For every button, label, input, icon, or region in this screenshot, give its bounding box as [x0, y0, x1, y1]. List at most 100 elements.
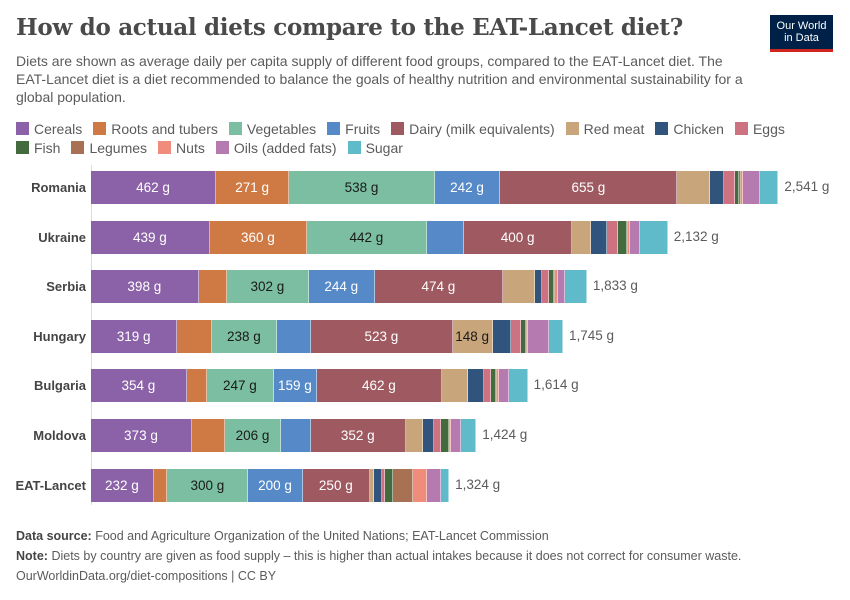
- bar-segment[interactable]: [677, 171, 711, 204]
- bar-segment[interactable]: [548, 319, 564, 353]
- bar-segment[interactable]: 238 g: [212, 319, 277, 353]
- bar-segment[interactable]: [735, 171, 740, 204]
- bar-segment[interactable]: [433, 419, 441, 452]
- bar-segment[interactable]: [276, 319, 312, 353]
- legend-item[interactable]: Sugar: [347, 138, 403, 157]
- bar-segment[interactable]: [741, 171, 743, 204]
- bar-segment[interactable]: [527, 319, 529, 353]
- bar-segment[interactable]: 319 g: [91, 319, 178, 353]
- bar-segment[interactable]: 200 g: [248, 468, 303, 502]
- bar-segment[interactable]: [555, 270, 558, 304]
- bar-segment[interactable]: [629, 220, 640, 254]
- bar-segment[interactable]: [440, 419, 450, 452]
- bar-segment[interactable]: 242 g: [434, 171, 501, 204]
- bar-segment[interactable]: 354 g: [91, 369, 187, 403]
- bar-segment[interactable]: 398 g: [91, 270, 199, 304]
- bar-segment[interactable]: 538 g: [289, 171, 435, 204]
- credit-link[interactable]: OurWorldinData.org/diet-compositions | C…: [16, 569, 277, 583]
- bar-segment[interactable]: [618, 220, 627, 254]
- bar-segment[interactable]: 523 g: [311, 319, 453, 353]
- bar-segment[interactable]: [742, 171, 760, 204]
- bar-segment[interactable]: 159 g: [273, 369, 317, 403]
- bar-segment[interactable]: [381, 468, 386, 502]
- bar-segment[interactable]: [491, 369, 496, 403]
- bar-segment[interactable]: 247 g: [207, 369, 274, 403]
- legend-item[interactable]: Cereals: [16, 119, 82, 138]
- bar-segment[interactable]: 474 g: [374, 270, 503, 304]
- bar-segment[interactable]: 462 g: [91, 171, 216, 204]
- bar-segment[interactable]: [450, 419, 452, 452]
- bar-segment[interactable]: [590, 220, 608, 254]
- bar-segment[interactable]: [557, 270, 566, 304]
- bar-segment[interactable]: [495, 369, 497, 403]
- bar-segment[interactable]: [468, 369, 485, 403]
- bar-segment[interactable]: [280, 419, 311, 452]
- legend-item[interactable]: Oils (added fats): [215, 138, 337, 157]
- bar-segment[interactable]: [724, 171, 736, 204]
- bar-segment[interactable]: [626, 220, 628, 254]
- bar-segment[interactable]: [441, 468, 450, 502]
- bar-segment[interactable]: 206 g: [225, 419, 281, 452]
- bar-segment[interactable]: [484, 369, 492, 403]
- bar-segment[interactable]: [553, 270, 556, 304]
- bar-segment[interactable]: [607, 220, 619, 254]
- bar-segment[interactable]: [739, 171, 741, 204]
- bar-segment[interactable]: 232 g: [91, 468, 154, 502]
- legend-item[interactable]: Fruits: [327, 119, 380, 138]
- bar-segment[interactable]: 271 g: [215, 171, 290, 204]
- bar-segment[interactable]: [392, 468, 414, 502]
- bar-segment[interactable]: [497, 369, 499, 403]
- bar-segment[interactable]: [422, 419, 434, 452]
- bar-segment[interactable]: [710, 171, 725, 204]
- bar-segment[interactable]: 442 g: [307, 220, 427, 254]
- bar-segment[interactable]: [627, 220, 630, 254]
- bar-segment[interactable]: [370, 468, 374, 502]
- bar-segment[interactable]: [449, 419, 451, 452]
- bar-segment[interactable]: 352 g: [310, 419, 406, 452]
- bar-segment[interactable]: 244 g: [308, 270, 375, 304]
- bar-segment[interactable]: [534, 270, 543, 304]
- legend-item[interactable]: Dairy (milk equivalents): [391, 119, 555, 138]
- bar-segment[interactable]: [426, 220, 465, 254]
- bar-segment[interactable]: 250 g: [302, 468, 371, 502]
- bar-segment[interactable]: [426, 468, 442, 502]
- bar-segment[interactable]: [549, 270, 554, 304]
- bar-segment[interactable]: [441, 369, 469, 403]
- bar-segment[interactable]: [413, 468, 427, 502]
- legend-item[interactable]: Legumes: [71, 138, 147, 157]
- bar-segment[interactable]: [373, 468, 382, 502]
- bar-segment[interactable]: [525, 319, 528, 353]
- bar-segment[interactable]: [528, 319, 549, 353]
- legend-item[interactable]: Vegetables: [228, 119, 316, 138]
- legend-item[interactable]: Fish: [16, 138, 60, 157]
- bar-segment[interactable]: [177, 319, 213, 353]
- bar-segment[interactable]: [385, 468, 393, 502]
- bar-segment[interactable]: 655 g: [500, 171, 678, 204]
- bar-segment[interactable]: [405, 419, 423, 452]
- legend-item[interactable]: Roots and tubers: [93, 119, 218, 138]
- bar-segment[interactable]: 439 g: [91, 220, 210, 254]
- bar-segment[interactable]: [186, 369, 208, 403]
- bar-segment[interactable]: 300 g: [167, 468, 249, 502]
- bar-segment[interactable]: [542, 270, 550, 304]
- bar-segment[interactable]: 302 g: [227, 270, 309, 304]
- legend-item[interactable]: Nuts: [158, 138, 205, 157]
- bar-segment[interactable]: [492, 319, 512, 353]
- legend-item[interactable]: Eggs: [734, 119, 785, 138]
- bar-segment[interactable]: 360 g: [209, 220, 308, 254]
- legend-item[interactable]: Red meat: [565, 119, 644, 138]
- legend-item[interactable]: Chicken: [655, 119, 724, 138]
- bar-segment[interactable]: [191, 419, 226, 452]
- bar-segment[interactable]: 462 g: [316, 369, 442, 403]
- bar-segment[interactable]: [565, 270, 587, 304]
- bar-segment[interactable]: 400 g: [464, 220, 573, 254]
- bar-segment[interactable]: [572, 220, 591, 254]
- bar-segment[interactable]: 373 g: [91, 419, 192, 452]
- bar-segment[interactable]: [153, 468, 168, 502]
- bar-segment[interactable]: [451, 419, 462, 452]
- bar-segment[interactable]: [502, 270, 535, 304]
- bar-segment[interactable]: [759, 171, 779, 204]
- bar-segment[interactable]: [508, 369, 528, 403]
- bar-segment[interactable]: [461, 419, 477, 452]
- bar-segment[interactable]: 148 g: [452, 319, 493, 353]
